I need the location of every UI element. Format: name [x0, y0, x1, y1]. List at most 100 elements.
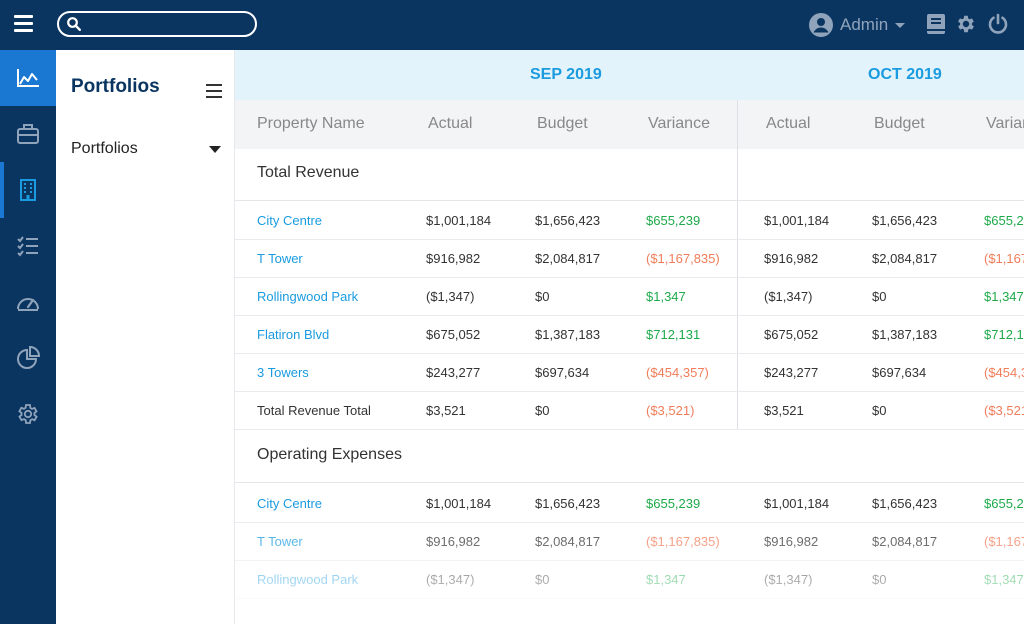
month-label-oct: OCT 2019	[868, 66, 942, 83]
budget-cell: $0	[535, 289, 550, 304]
variance-cell: $1,347	[646, 572, 686, 587]
user-name: Admin	[840, 15, 889, 34]
col-budget[interactable]: Budget	[874, 115, 925, 132]
section-header: Operating Expenses	[235, 431, 1024, 483]
nav-portfolio[interactable]	[0, 106, 56, 162]
budget-cell: $1,387,183	[872, 327, 938, 342]
month-label-sep: SEP 2019	[530, 66, 602, 83]
budget-cell: $697,634	[872, 365, 927, 380]
pie-chart-icon	[17, 346, 40, 369]
nav-analytics[interactable]	[0, 50, 56, 106]
property-link[interactable]: Rollingwood Park	[257, 289, 359, 304]
property-link[interactable]: City Centre	[257, 496, 323, 511]
budget-cell: $1,656,423	[872, 213, 938, 228]
section-label: Total Revenue	[257, 164, 360, 181]
table-row: 3 Towers $243,277 $697,634 ($454,357) $2…	[235, 353, 1024, 392]
budget-cell: $1,656,423	[872, 496, 938, 511]
portfolio-dropdown[interactable]: Portfolios	[71, 140, 221, 160]
actual-cell: $1,001,184	[764, 496, 830, 511]
table-row: Rollingwood Park ($1,347) $0 $1,347 ($1,…	[235, 560, 1024, 599]
actual-cell: $916,982	[764, 251, 819, 266]
property-link[interactable]: T Tower	[257, 534, 303, 549]
variance-cell: ($3,521)	[984, 403, 1024, 418]
financial-table: SEP 2019 OCT 2019 Property Name Actual B…	[235, 50, 1024, 624]
actual-cell: $243,277	[764, 365, 819, 380]
variance-cell: ($1,167,835)	[646, 534, 720, 549]
table-row: City Centre $1,001,184 $1,656,423 $655,2…	[235, 201, 1024, 240]
building-icon	[20, 179, 36, 201]
user-avatar-icon	[809, 13, 833, 37]
actual-cell: $243,277	[426, 365, 481, 380]
variance-cell: $1,347	[984, 289, 1024, 304]
budget-cell: $1,656,423	[535, 496, 601, 511]
menu-icon[interactable]	[14, 15, 33, 35]
variance-cell: $712,131	[646, 327, 701, 342]
variance-cell: $655,239	[984, 213, 1024, 228]
book-icon[interactable]	[926, 13, 946, 35]
search-input[interactable]	[87, 15, 251, 35]
variance-cell: $1,347	[984, 572, 1024, 587]
nav-reports[interactable]	[0, 330, 56, 386]
portfolio-dropdown-value: Portfolios	[71, 140, 138, 157]
variance-cell: ($454,357)	[646, 365, 709, 380]
actual-cell: $916,982	[426, 251, 481, 266]
variance-cell: ($1,167,835)	[984, 251, 1024, 266]
col-property-name[interactable]: Property Name	[257, 115, 365, 132]
variance-cell: $655,239	[646, 213, 701, 228]
gear-icon[interactable]	[955, 13, 977, 35]
caret-down-icon	[209, 146, 221, 153]
variance-cell: ($1,167,835)	[646, 251, 720, 266]
nav-performance[interactable]	[0, 274, 56, 330]
budget-cell: $2,084,817	[872, 534, 938, 549]
table-row: Flatiron Blvd $675,052 $1,387,183 $712,1…	[235, 315, 1024, 354]
property-link[interactable]: 3 Towers	[257, 365, 309, 380]
actual-cell: $1,001,184	[764, 213, 830, 228]
col-budget[interactable]: Budget	[537, 115, 588, 132]
variance-cell: $712,131	[984, 327, 1024, 342]
section-label: Operating Expenses	[257, 446, 402, 463]
table-row: City Centre $1,001,184 $1,656,423 $655,2…	[235, 484, 1024, 523]
budget-cell: $0	[872, 403, 887, 418]
col-variance[interactable]: Variance	[648, 115, 710, 132]
briefcase-icon	[17, 124, 39, 144]
user-menu[interactable]: Admin	[809, 12, 906, 38]
list-menu-icon[interactable]	[206, 84, 222, 102]
budget-cell: $0	[535, 572, 550, 587]
month-divider	[737, 100, 738, 430]
variance-cell: ($1,167,835)	[984, 534, 1024, 549]
variance-cell: $655,239	[984, 496, 1024, 511]
budget-cell: $1,387,183	[535, 327, 601, 342]
nav-settings[interactable]	[0, 386, 56, 442]
panel-title: Portfolios	[71, 76, 160, 97]
budget-cell: $1,656,423	[535, 213, 601, 228]
gauge-icon	[17, 298, 39, 311]
column-header: Property Name Actual Budget Variance Act…	[235, 100, 1024, 149]
actual-cell: $3,521	[764, 403, 804, 418]
total-label: Total Revenue Total	[257, 403, 371, 418]
col-variance[interactable]: Variance	[986, 115, 1024, 132]
checklist-icon	[17, 236, 38, 257]
property-link[interactable]: City Centre	[257, 213, 323, 228]
actual-cell: $675,052	[426, 327, 481, 342]
search-box[interactable]	[57, 11, 257, 37]
property-link[interactable]: Flatiron Blvd	[257, 327, 330, 342]
actual-cell: $3,521	[426, 403, 466, 418]
property-link[interactable]: T Tower	[257, 251, 303, 266]
col-actual[interactable]: Actual	[428, 115, 473, 132]
section-header: Total Revenue	[235, 149, 1024, 201]
budget-cell: $2,084,817	[535, 534, 601, 549]
nav-tasks[interactable]	[0, 218, 56, 274]
property-link[interactable]: Rollingwood Park	[257, 572, 359, 587]
budget-cell: $0	[872, 572, 887, 587]
col-actual[interactable]: Actual	[766, 115, 811, 132]
actual-cell: $1,001,184	[426, 496, 492, 511]
budget-cell: $2,084,817	[872, 251, 938, 266]
gear-icon	[18, 404, 38, 424]
actual-cell: ($1,347)	[764, 572, 813, 587]
table-row-total: Total Revenue Total $3,521 $0 ($3,521) $…	[235, 391, 1024, 430]
table-row: T Tower $916,982 $2,084,817 ($1,167,835)…	[235, 239, 1024, 278]
nav-properties[interactable]	[0, 162, 56, 218]
left-nav	[0, 50, 56, 624]
chevron-down-icon	[895, 22, 906, 28]
power-icon[interactable]	[987, 13, 1009, 35]
